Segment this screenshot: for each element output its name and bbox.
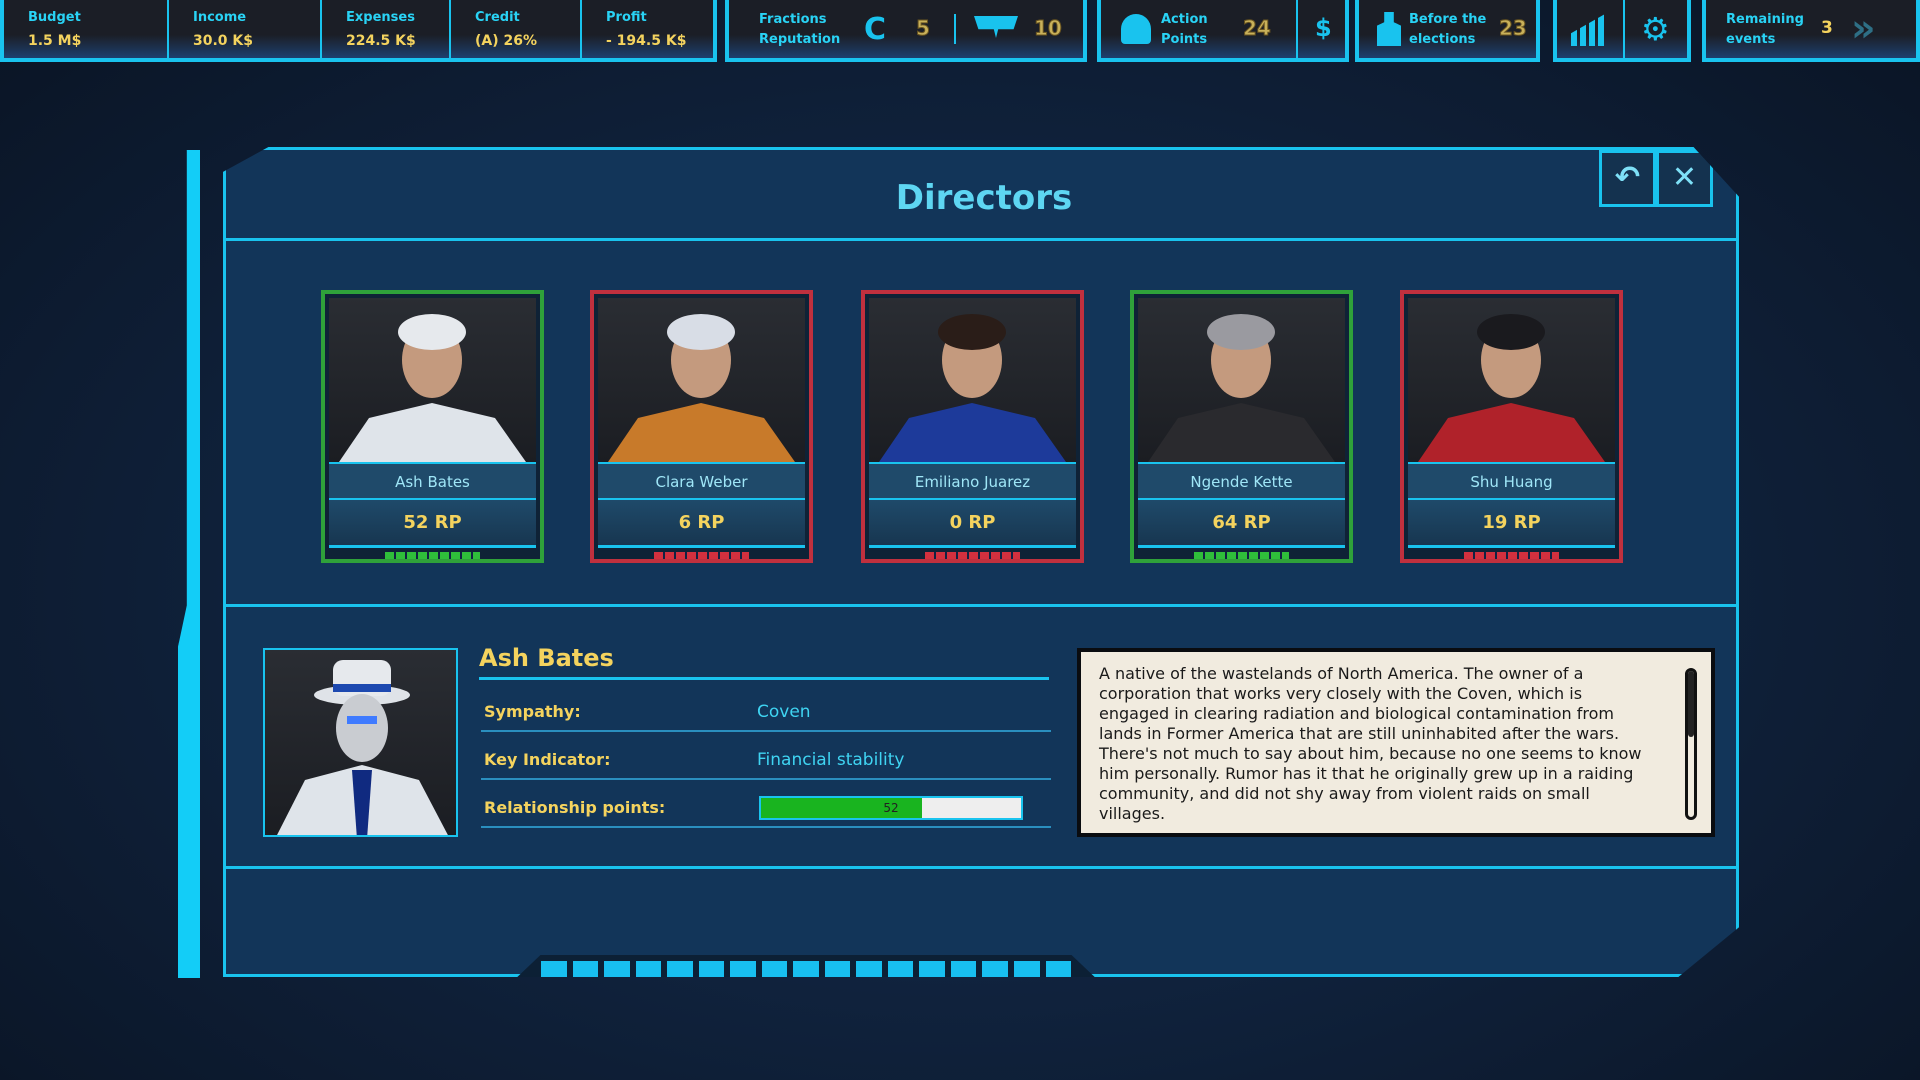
statistics-icon[interactable] [1571, 14, 1605, 46]
director-portrait [869, 298, 1076, 462]
fractions-panel[interactable]: Fractions Reputation C 5 10 [725, 0, 1087, 62]
fractions-label: Fractions [759, 12, 827, 27]
credit-cell: Credit (A) 26% [451, 0, 582, 58]
sympathy-row: Sympathy: Coven [481, 692, 1051, 732]
relationship-indicator [385, 552, 480, 559]
header-divider [226, 238, 1739, 241]
budget-value: 1.5 M$ [28, 33, 82, 49]
biography-text: A native of the wastelands of North Amer… [1099, 664, 1642, 823]
remaining-value: 3 [1821, 18, 1833, 38]
budget-label: Budget [28, 10, 81, 25]
biography-box: A native of the wastelands of North Amer… [1077, 648, 1715, 837]
director-name: Ngende Kette [1138, 462, 1345, 498]
director-name: Ash Bates [329, 462, 536, 498]
income-label: Income [193, 10, 247, 25]
sympathy-label: Sympathy: [484, 702, 581, 721]
faction-shield-icon [974, 16, 1018, 38]
director-card[interactable]: Ash Bates 52 RP [321, 290, 544, 563]
buy-points-button[interactable]: $ [1315, 14, 1332, 42]
income-cell: Income 30.0 K$ [169, 0, 322, 58]
director-name: Shu Huang [1408, 462, 1615, 498]
expenses-cell: Expenses 224.5 K$ [322, 0, 451, 58]
modal-glow [178, 150, 200, 978]
profit-cell: Profit - 194.5 K$ [582, 0, 717, 58]
relationship-indicator [1464, 552, 1559, 559]
finance-panel: Budget 1.5 M$ Income 30.0 K$ Expenses 224.5… [0, 0, 717, 62]
detail-name: Ash Bates [479, 644, 614, 672]
footer-divider [226, 866, 1739, 869]
sympathy-value: Coven [757, 702, 811, 722]
action-points-panel[interactable]: Action Points 24 $ [1097, 0, 1349, 62]
points-label: Points [1161, 32, 1208, 47]
director-portrait-image [275, 660, 450, 835]
key-indicator-value: Financial stability [757, 750, 905, 770]
director-portrait [598, 298, 805, 462]
director-name: Clara Weber [598, 462, 805, 498]
next-turn-icon[interactable]: » [1851, 6, 1876, 50]
back-button[interactable]: ↶ [1599, 150, 1656, 207]
director-name: Emiliano Juarez [869, 462, 1076, 498]
coven-icon: C [864, 12, 887, 47]
director-card[interactable]: Shu Huang 19 RP [1400, 290, 1623, 563]
director-card[interactable]: Clara Weber 6 RP [590, 290, 813, 563]
page-indicator [511, 955, 1101, 977]
biography-scrollbar[interactable] [1685, 668, 1697, 820]
relationship-indicator [1194, 552, 1289, 559]
relationship-row: Relationship points: 52 [481, 788, 1051, 828]
income-value: 30.0 K$ [193, 33, 254, 49]
relationship-bar: 52 [759, 796, 1023, 820]
elections-value: 23 [1499, 16, 1528, 41]
coven-reputation: 5 [916, 16, 931, 41]
settings-icon[interactable]: ⚙ [1641, 10, 1670, 48]
modal-title: Directors [895, 178, 1073, 218]
divider [954, 14, 956, 44]
director-portrait [1408, 298, 1615, 462]
key-indicator-row: Key Indicator: Financial stability [481, 740, 1051, 780]
elections-panel[interactable]: Before the elections 23 [1355, 0, 1540, 62]
remaining-label: Remaining [1726, 12, 1804, 27]
faction-reputation: 10 [1034, 16, 1063, 41]
detail-portrait [263, 648, 458, 837]
remaining-events-panel[interactable]: Remaining events 3 » [1702, 0, 1920, 62]
name-underline [479, 677, 1049, 680]
key-indicator-label: Key Indicator: [484, 750, 611, 769]
director-rp: 19 RP [1408, 498, 1615, 548]
director-rp: 52 RP [329, 498, 536, 548]
credit-label: Credit [475, 10, 520, 25]
action-points-value: 24 [1243, 16, 1272, 41]
close-button[interactable]: ✕ [1656, 150, 1713, 207]
relationship-value: 52 [883, 801, 899, 815]
reputation-label: Reputation [759, 32, 841, 47]
director-card[interactable]: Emiliano Juarez 0 RP [861, 290, 1084, 563]
expenses-label: Expenses [346, 10, 415, 25]
section-divider [226, 604, 1739, 607]
director-portrait [1138, 298, 1345, 462]
tools-panel: ⚙ [1553, 0, 1691, 62]
profit-value: - 194.5 K$ [606, 33, 687, 49]
profit-label: Profit [606, 10, 647, 25]
elections-label: elections [1409, 32, 1476, 47]
expenses-value: 224.5 K$ [346, 33, 416, 49]
people-icon [1121, 14, 1151, 44]
relationship-indicator [654, 552, 749, 559]
relationship-label: Relationship points: [484, 798, 666, 817]
events-label: events [1726, 32, 1776, 47]
director-rp: 0 RP [869, 498, 1076, 548]
action-label: Action [1161, 12, 1208, 27]
relationship-indicator [925, 552, 1020, 559]
director-rp: 64 RP [1138, 498, 1345, 548]
director-card[interactable]: Ngende Kette 64 RP [1130, 290, 1353, 563]
director-portrait [329, 298, 536, 462]
before-label: Before the [1409, 12, 1487, 27]
budget-cell: Budget 1.5 M$ [4, 0, 169, 58]
podium-icon [1377, 12, 1401, 46]
relationship-bar-fill [761, 798, 923, 818]
credit-value: (A) 26% [475, 33, 538, 49]
director-rp: 6 RP [598, 498, 805, 548]
